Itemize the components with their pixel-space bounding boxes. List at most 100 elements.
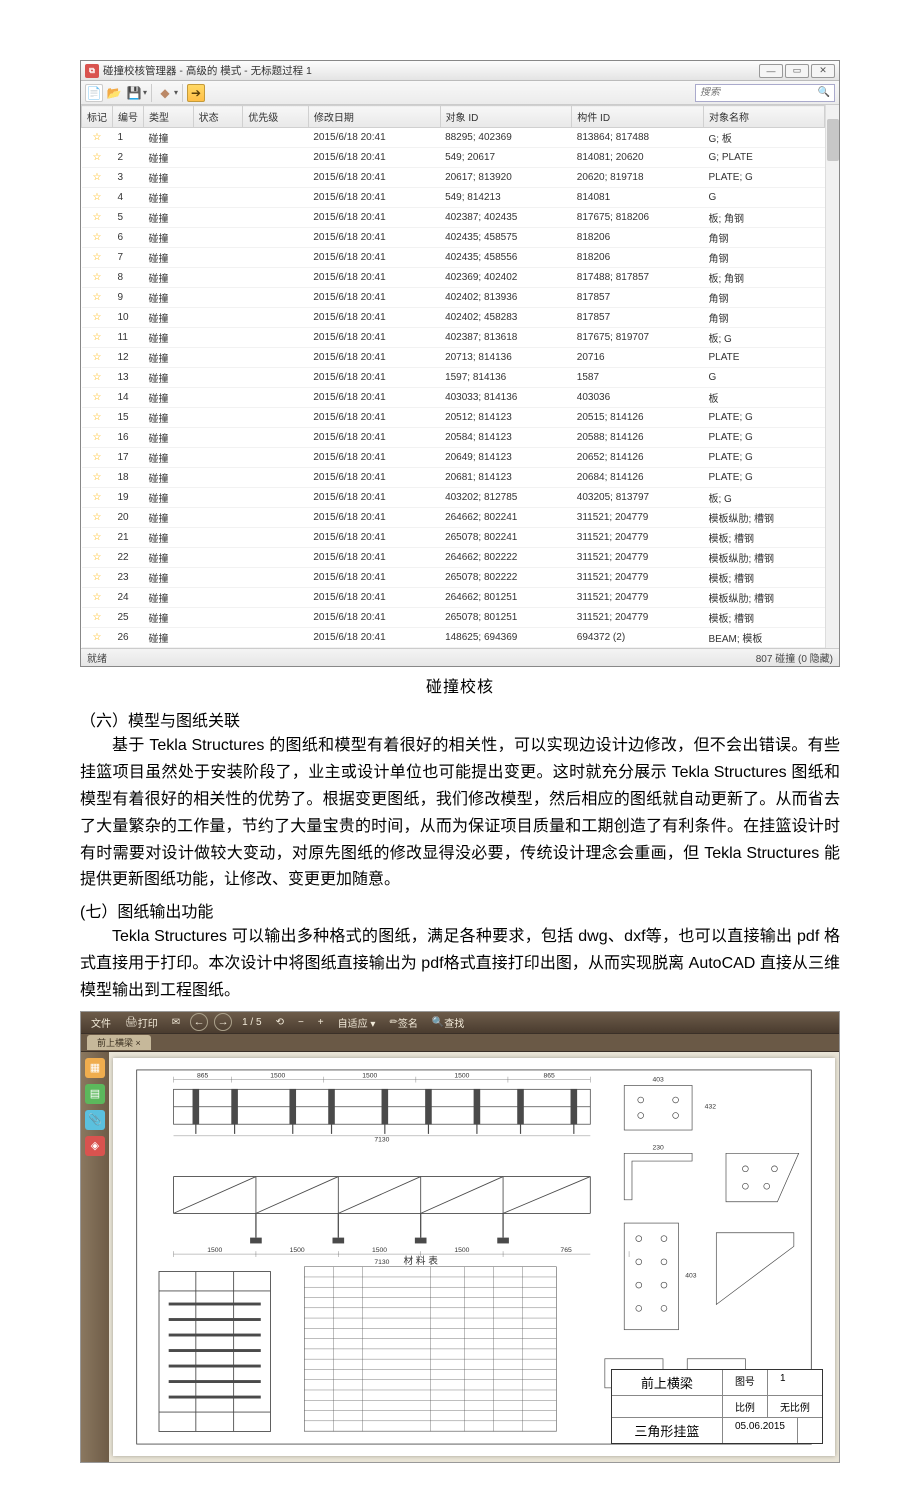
open-icon[interactable]: 📂 [105, 84, 123, 102]
flag-icon[interactable]: ☆ [82, 308, 113, 328]
search-icon[interactable]: 🔍 [818, 87, 830, 98]
flag-icon[interactable]: ☆ [82, 468, 113, 488]
table-row[interactable]: ☆13碰撞2015/6/18 20:411597; 8141361587G [82, 368, 839, 388]
flag-icon[interactable]: ☆ [82, 288, 113, 308]
table-row[interactable]: ☆25碰撞2015/6/18 20:41265078; 801251311521… [82, 608, 839, 628]
print-button[interactable]: 🖨 打印 [121, 1014, 162, 1030]
close-button[interactable]: ✕ [811, 64, 835, 78]
table-row[interactable]: ☆10碰撞2015/6/18 20:41402402; 458283817857… [82, 308, 839, 328]
vertical-scrollbar[interactable] [825, 105, 839, 648]
new-icon[interactable]: 📄 [85, 84, 103, 102]
table-row[interactable]: ☆18碰撞2015/6/18 20:4120681; 81412320684; … [82, 468, 839, 488]
file-menu[interactable]: 文件 [87, 1014, 115, 1030]
filter-dropdown[interactable]: ▾ [174, 88, 178, 97]
attachments-icon[interactable]: 📎 [85, 1110, 105, 1130]
clash-type: 碰撞 [144, 608, 194, 628]
flag-icon[interactable]: ☆ [82, 628, 113, 648]
column-header[interactable]: 对象 ID [440, 106, 572, 128]
pdf-canvas[interactable]: 8651500150015008657130 15001500150015007… [109, 1052, 839, 1462]
object-name: 板; 角钢 [704, 208, 825, 228]
table-row[interactable]: ☆26碰撞2015/6/18 20:41148625; 694369694372… [82, 628, 839, 648]
table-row[interactable]: ☆15碰撞2015/6/18 20:4120512; 81412320515; … [82, 408, 839, 428]
flag-icon[interactable]: ☆ [82, 248, 113, 268]
rotate-button[interactable]: ⟲ [272, 1014, 288, 1030]
flag-icon[interactable]: ☆ [82, 508, 113, 528]
flag-icon[interactable]: ☆ [82, 588, 113, 608]
minimize-button[interactable]: — [759, 64, 783, 78]
flag-icon[interactable]: ☆ [82, 488, 113, 508]
filter-icon[interactable]: ◆ [156, 84, 174, 102]
flag-icon[interactable]: ☆ [82, 148, 113, 168]
column-header[interactable]: 对象名称 [704, 106, 825, 128]
run-check-button[interactable]: ➔ [187, 84, 205, 102]
table-row[interactable]: ☆21碰撞2015/6/18 20:41265078; 802241311521… [82, 528, 839, 548]
table-row[interactable]: ☆1碰撞2015/6/18 20:4188295; 402369813864; … [82, 128, 839, 148]
table-row[interactable]: ☆9碰撞2015/6/18 20:41402402; 813936817857角… [82, 288, 839, 308]
email-button[interactable]: ✉ [168, 1014, 184, 1030]
table-row[interactable]: ☆19碰撞2015/6/18 20:41403202; 812785403205… [82, 488, 839, 508]
thumbnails-icon[interactable]: ▦ [85, 1058, 105, 1078]
prev-page-button[interactable]: ← [190, 1013, 208, 1031]
table-row[interactable]: ☆11碰撞2015/6/18 20:41402387; 813618817675… [82, 328, 839, 348]
next-page-button[interactable]: → [214, 1013, 232, 1031]
scroll-thumb[interactable] [827, 119, 839, 161]
date-cell: 2015/6/18 20:41 [308, 368, 440, 388]
table-row[interactable]: ☆20碰撞2015/6/18 20:41264662; 802241311521… [82, 508, 839, 528]
flag-icon[interactable]: ☆ [82, 168, 113, 188]
flag-icon[interactable]: ☆ [82, 328, 113, 348]
maximize-button[interactable]: ▭ [785, 64, 809, 78]
flag-icon[interactable]: ☆ [82, 388, 113, 408]
table-row[interactable]: ☆12碰撞2015/6/18 20:4120713; 81413620716PL… [82, 348, 839, 368]
zoom-in-button[interactable]: + [314, 1014, 328, 1030]
flag-icon[interactable]: ☆ [82, 448, 113, 468]
save-dropdown[interactable]: ▾ [143, 88, 147, 97]
search-box[interactable]: 🔍 [695, 84, 835, 102]
table-row[interactable]: ☆22碰撞2015/6/18 20:41264662; 802222311521… [82, 548, 839, 568]
svg-text:403: 403 [685, 1272, 697, 1279]
clash-type: 碰撞 [144, 408, 194, 428]
column-header[interactable]: 优先级 [243, 106, 309, 128]
paragraph-7: Tekla Structures 可以输出多种格式的图纸，满足各种要求，包括 d… [80, 924, 840, 1005]
table-row[interactable]: ☆7碰撞2015/6/18 20:41402435; 458556818206角… [82, 248, 839, 268]
flag-icon[interactable]: ☆ [82, 368, 113, 388]
flag-icon[interactable]: ☆ [82, 228, 113, 248]
column-header[interactable]: 状态 [193, 106, 243, 128]
table-row[interactable]: ☆16碰撞2015/6/18 20:4120584; 81412320588; … [82, 428, 839, 448]
flag-icon[interactable]: ☆ [82, 548, 113, 568]
column-header[interactable]: 标记 [82, 106, 113, 128]
flag-icon[interactable]: ☆ [82, 568, 113, 588]
titlebar[interactable]: ⧉ 碰撞校核管理器 - 高级的 模式 - 无标题过程 1 — ▭ ✕ [81, 61, 839, 81]
column-header[interactable]: 构件 ID [572, 106, 704, 128]
table-row[interactable]: ☆14碰撞2015/6/18 20:41403033; 814136403036… [82, 388, 839, 408]
flag-icon[interactable]: ☆ [82, 128, 113, 148]
column-header[interactable]: 类型 [144, 106, 194, 128]
table-row[interactable]: ☆5碰撞2015/6/18 20:41402387; 402435817675;… [82, 208, 839, 228]
table-row[interactable]: ☆8碰撞2015/6/18 20:41402369; 402402817488;… [82, 268, 839, 288]
table-row[interactable]: ☆3碰撞2015/6/18 20:4120617; 81392020620; 8… [82, 168, 839, 188]
table-row[interactable]: ☆2碰撞2015/6/18 20:41549; 20617814081; 206… [82, 148, 839, 168]
flag-icon[interactable]: ☆ [82, 208, 113, 228]
bookmarks-icon[interactable]: ▤ [85, 1084, 105, 1104]
column-header[interactable]: 编号 [113, 106, 144, 128]
table-row[interactable]: ☆24碰撞2015/6/18 20:41264662; 801251311521… [82, 588, 839, 608]
search-input[interactable] [700, 87, 818, 98]
table-row[interactable]: ☆4碰撞2015/6/18 20:41549; 814213814081G [82, 188, 839, 208]
table-row[interactable]: ☆23碰撞2015/6/18 20:41265078; 802222311521… [82, 568, 839, 588]
flag-icon[interactable]: ☆ [82, 348, 113, 368]
flag-icon[interactable]: ☆ [82, 188, 113, 208]
zoom-out-button[interactable]: − [294, 1014, 308, 1030]
flag-icon[interactable]: ☆ [82, 608, 113, 628]
find-button[interactable]: 🔍 查找 [428, 1014, 468, 1030]
pdf-tab[interactable]: 前上横梁 × [87, 1035, 151, 1050]
flag-icon[interactable]: ☆ [82, 428, 113, 448]
layers-icon[interactable]: ◈ [85, 1136, 105, 1156]
sign-button[interactable]: ✏ 签名 [385, 1014, 421, 1030]
flag-icon[interactable]: ☆ [82, 408, 113, 428]
table-row[interactable]: ☆17碰撞2015/6/18 20:4120649; 81412320652; … [82, 448, 839, 468]
save-icon[interactable]: 💾 [125, 84, 143, 102]
table-row[interactable]: ☆6碰撞2015/6/18 20:41402435; 458575818206角… [82, 228, 839, 248]
flag-icon[interactable]: ☆ [82, 268, 113, 288]
flag-icon[interactable]: ☆ [82, 528, 113, 548]
column-header[interactable]: 修改日期 [308, 106, 440, 128]
zoom-select[interactable]: 自适应 ▾ [334, 1014, 380, 1030]
